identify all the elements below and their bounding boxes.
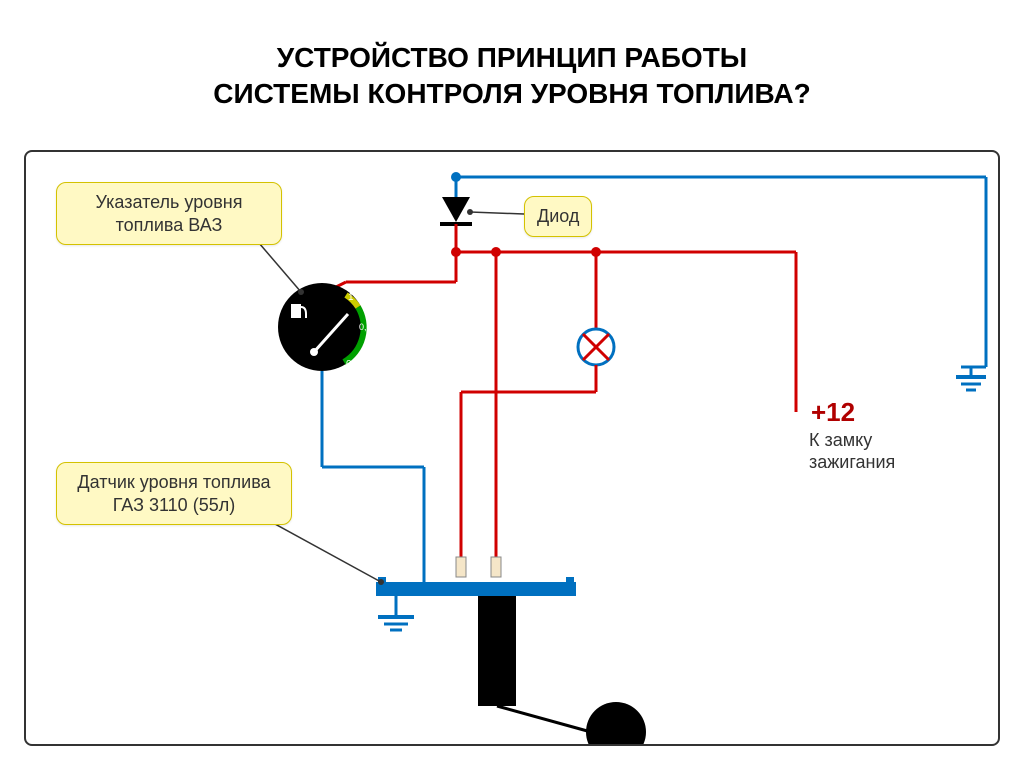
float-ball <box>586 702 646 744</box>
callout-sensor: Датчик уровня топлива ГАЗ 3110 (55л) <box>56 462 292 525</box>
gauge-fuel-icon-body <box>291 304 301 318</box>
leader-diode-tip <box>467 209 473 215</box>
leader-sensor-tip <box>378 579 384 585</box>
gauge-label-1: 1 <box>348 292 354 303</box>
callout-diode: Диод <box>524 196 592 237</box>
gauge-needle-pivot <box>310 348 318 356</box>
gauge-label-0: 0 <box>346 359 352 370</box>
leader-gauge-tip <box>298 289 304 295</box>
title-line-1: УСТРОЙСТВО ПРИНЦИП РАБОТЫ <box>277 42 747 73</box>
callout-gauge: Указатель уровня топлива ВАЗ <box>56 182 282 245</box>
page: УСТРОЙСТВО ПРИНЦИП РАБОТЫ СИСТЕМЫ КОНТРО… <box>0 0 1024 767</box>
float-arm <box>497 706 591 732</box>
sensor-flange <box>376 582 576 596</box>
title-line-2: СИСТЕМЫ КОНТРОЛЯ УРОВНЯ ТОПЛИВА? <box>213 78 810 109</box>
gauge-label-mid: 0,5 <box>359 322 372 332</box>
diagram-frame: 0 0,5 1 <box>24 150 1000 746</box>
label-ignition: К замку зажигания <box>809 430 939 473</box>
node-blue-top <box>451 172 461 182</box>
page-title: УСТРОЙСТВО ПРИНЦИП РАБОТЫ СИСТЕМЫ КОНТРО… <box>0 40 1024 113</box>
leader-diode <box>470 212 524 214</box>
diode-triangle <box>442 197 470 222</box>
label-plus12: +12 <box>811 397 855 428</box>
terminal-left <box>456 557 466 577</box>
sensor-rod <box>478 596 516 706</box>
flange-bolt-right <box>566 577 574 583</box>
terminal-right <box>491 557 501 577</box>
